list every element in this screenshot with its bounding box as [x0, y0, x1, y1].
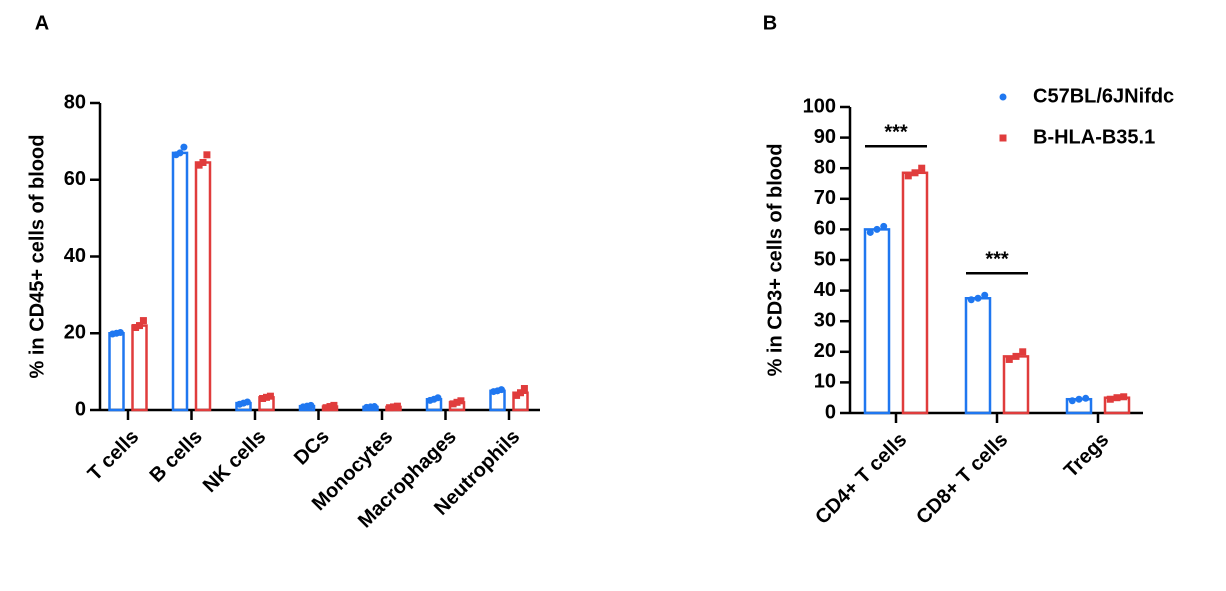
data-point	[243, 398, 251, 406]
y-tick-label: 60	[64, 168, 86, 190]
data-point	[263, 393, 270, 401]
y-tick-label: 40	[814, 279, 836, 301]
bar	[108, 332, 125, 412]
data-point	[457, 397, 465, 405]
data-point	[967, 296, 975, 304]
data-point	[1068, 397, 1076, 405]
data-point	[453, 398, 461, 406]
y-tick-label: 90	[814, 126, 836, 148]
legend-marker	[999, 93, 1007, 101]
x-tick-label: T cells	[84, 426, 144, 486]
data-point	[176, 149, 184, 157]
data-point	[195, 161, 203, 169]
data-point	[497, 386, 505, 394]
data-point	[136, 322, 143, 330]
data-point	[386, 404, 394, 412]
data-point	[517, 389, 524, 397]
legend-label: C57BL/6JNifdc	[1033, 85, 1174, 107]
data-point	[434, 394, 442, 402]
data-point	[116, 328, 124, 336]
y-tick-label: 100	[803, 95, 836, 117]
y-tick-label: 30	[814, 309, 836, 331]
y-tick-label: 40	[64, 245, 86, 267]
y-tick-label: 10	[814, 371, 836, 393]
data-point	[981, 291, 989, 299]
data-point	[1005, 355, 1013, 363]
data-point	[307, 401, 315, 409]
y-tick-label: 70	[814, 187, 836, 209]
y-axis-label: % in CD3+ cells of blood	[764, 144, 786, 377]
y-tick-label: 0	[825, 401, 836, 423]
data-point	[513, 391, 521, 399]
bar	[1002, 355, 1030, 415]
x-tick-label: B cells	[146, 426, 207, 487]
x-tick-label: NK cells	[199, 426, 270, 497]
data-point	[259, 394, 267, 402]
bar	[131, 324, 148, 412]
bar	[964, 297, 992, 415]
data-point	[180, 143, 188, 151]
bar	[901, 171, 929, 415]
data-point	[322, 404, 330, 412]
y-tick-label: 0	[75, 398, 86, 420]
data-point	[449, 400, 457, 408]
panel-label: A	[35, 12, 49, 34]
data-point	[390, 403, 397, 411]
data-point	[1106, 395, 1114, 403]
data-point	[873, 225, 881, 233]
data-point	[1120, 393, 1128, 401]
data-point	[911, 169, 919, 177]
y-tick-label: 20	[64, 322, 86, 344]
data-point	[520, 385, 528, 393]
data-point	[326, 403, 334, 411]
legend-marker	[999, 134, 1007, 142]
data-point	[904, 172, 912, 180]
data-point	[1082, 394, 1090, 402]
data-point	[203, 151, 211, 159]
data-point	[1113, 394, 1121, 402]
y-axis-label: % in CD45+ cells of blood	[26, 135, 48, 379]
panel-label: B	[763, 12, 777, 34]
y-tick-label: 20	[814, 340, 836, 362]
data-point	[370, 403, 378, 411]
bar	[863, 228, 891, 415]
bar	[171, 151, 189, 412]
data-point	[918, 164, 926, 172]
data-point	[880, 222, 888, 230]
data-point	[330, 401, 338, 409]
data-point	[199, 158, 207, 166]
y-tick-label: 80	[64, 91, 86, 113]
x-tick-label: DCs	[290, 426, 334, 470]
bar	[194, 161, 212, 412]
x-tick-label: Tregs	[1060, 429, 1113, 482]
y-tick-label: 80	[814, 156, 836, 178]
legend-label: B-HLA-B35.1	[1033, 126, 1155, 148]
data-point	[139, 317, 147, 325]
data-point	[1075, 395, 1083, 403]
significance-label: ***	[884, 121, 908, 143]
x-tick-label: CD8+ T cells	[912, 429, 1012, 529]
y-tick-label: 50	[814, 248, 836, 270]
data-point	[266, 392, 274, 400]
data-point	[1019, 348, 1027, 356]
data-point	[974, 294, 982, 302]
data-point	[132, 323, 140, 331]
significance-label: ***	[985, 248, 1009, 270]
x-tick-label: CD4+ T cells	[811, 429, 911, 529]
data-point	[866, 228, 874, 236]
data-point	[393, 402, 401, 410]
data-point	[1012, 352, 1020, 360]
y-tick-label: 60	[814, 218, 836, 240]
